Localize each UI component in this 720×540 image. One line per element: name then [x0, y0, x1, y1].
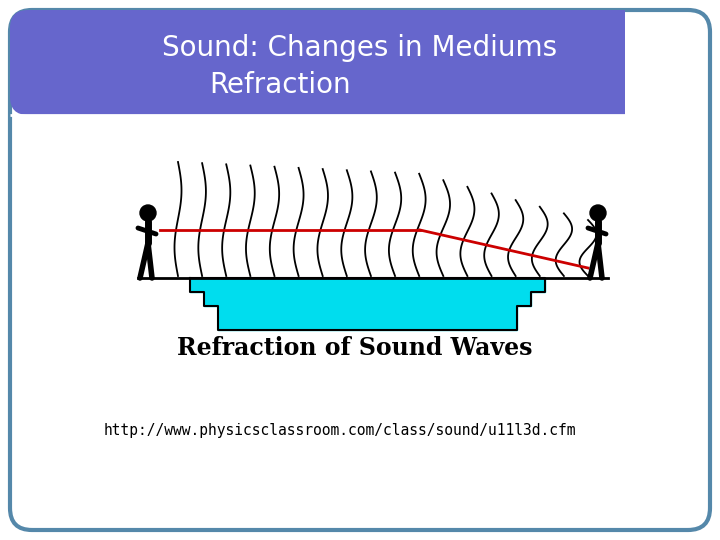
Text: Refraction: Refraction [210, 71, 351, 99]
Bar [200, 10, 625, 115]
Circle shape [140, 205, 156, 221]
FancyBboxPatch shape [10, 10, 710, 530]
Text: Refraction of Sound Waves: Refraction of Sound Waves [177, 336, 533, 360]
Text: Sound: Changes in Mediums: Sound: Changes in Mediums [163, 34, 557, 62]
FancyBboxPatch shape [10, 10, 625, 115]
Text: http://www.physicsclassroom.com/class/sound/u11l3d.cfm: http://www.physicsclassroom.com/class/so… [104, 422, 576, 437]
Circle shape [590, 205, 606, 221]
Polygon shape [190, 278, 545, 330]
